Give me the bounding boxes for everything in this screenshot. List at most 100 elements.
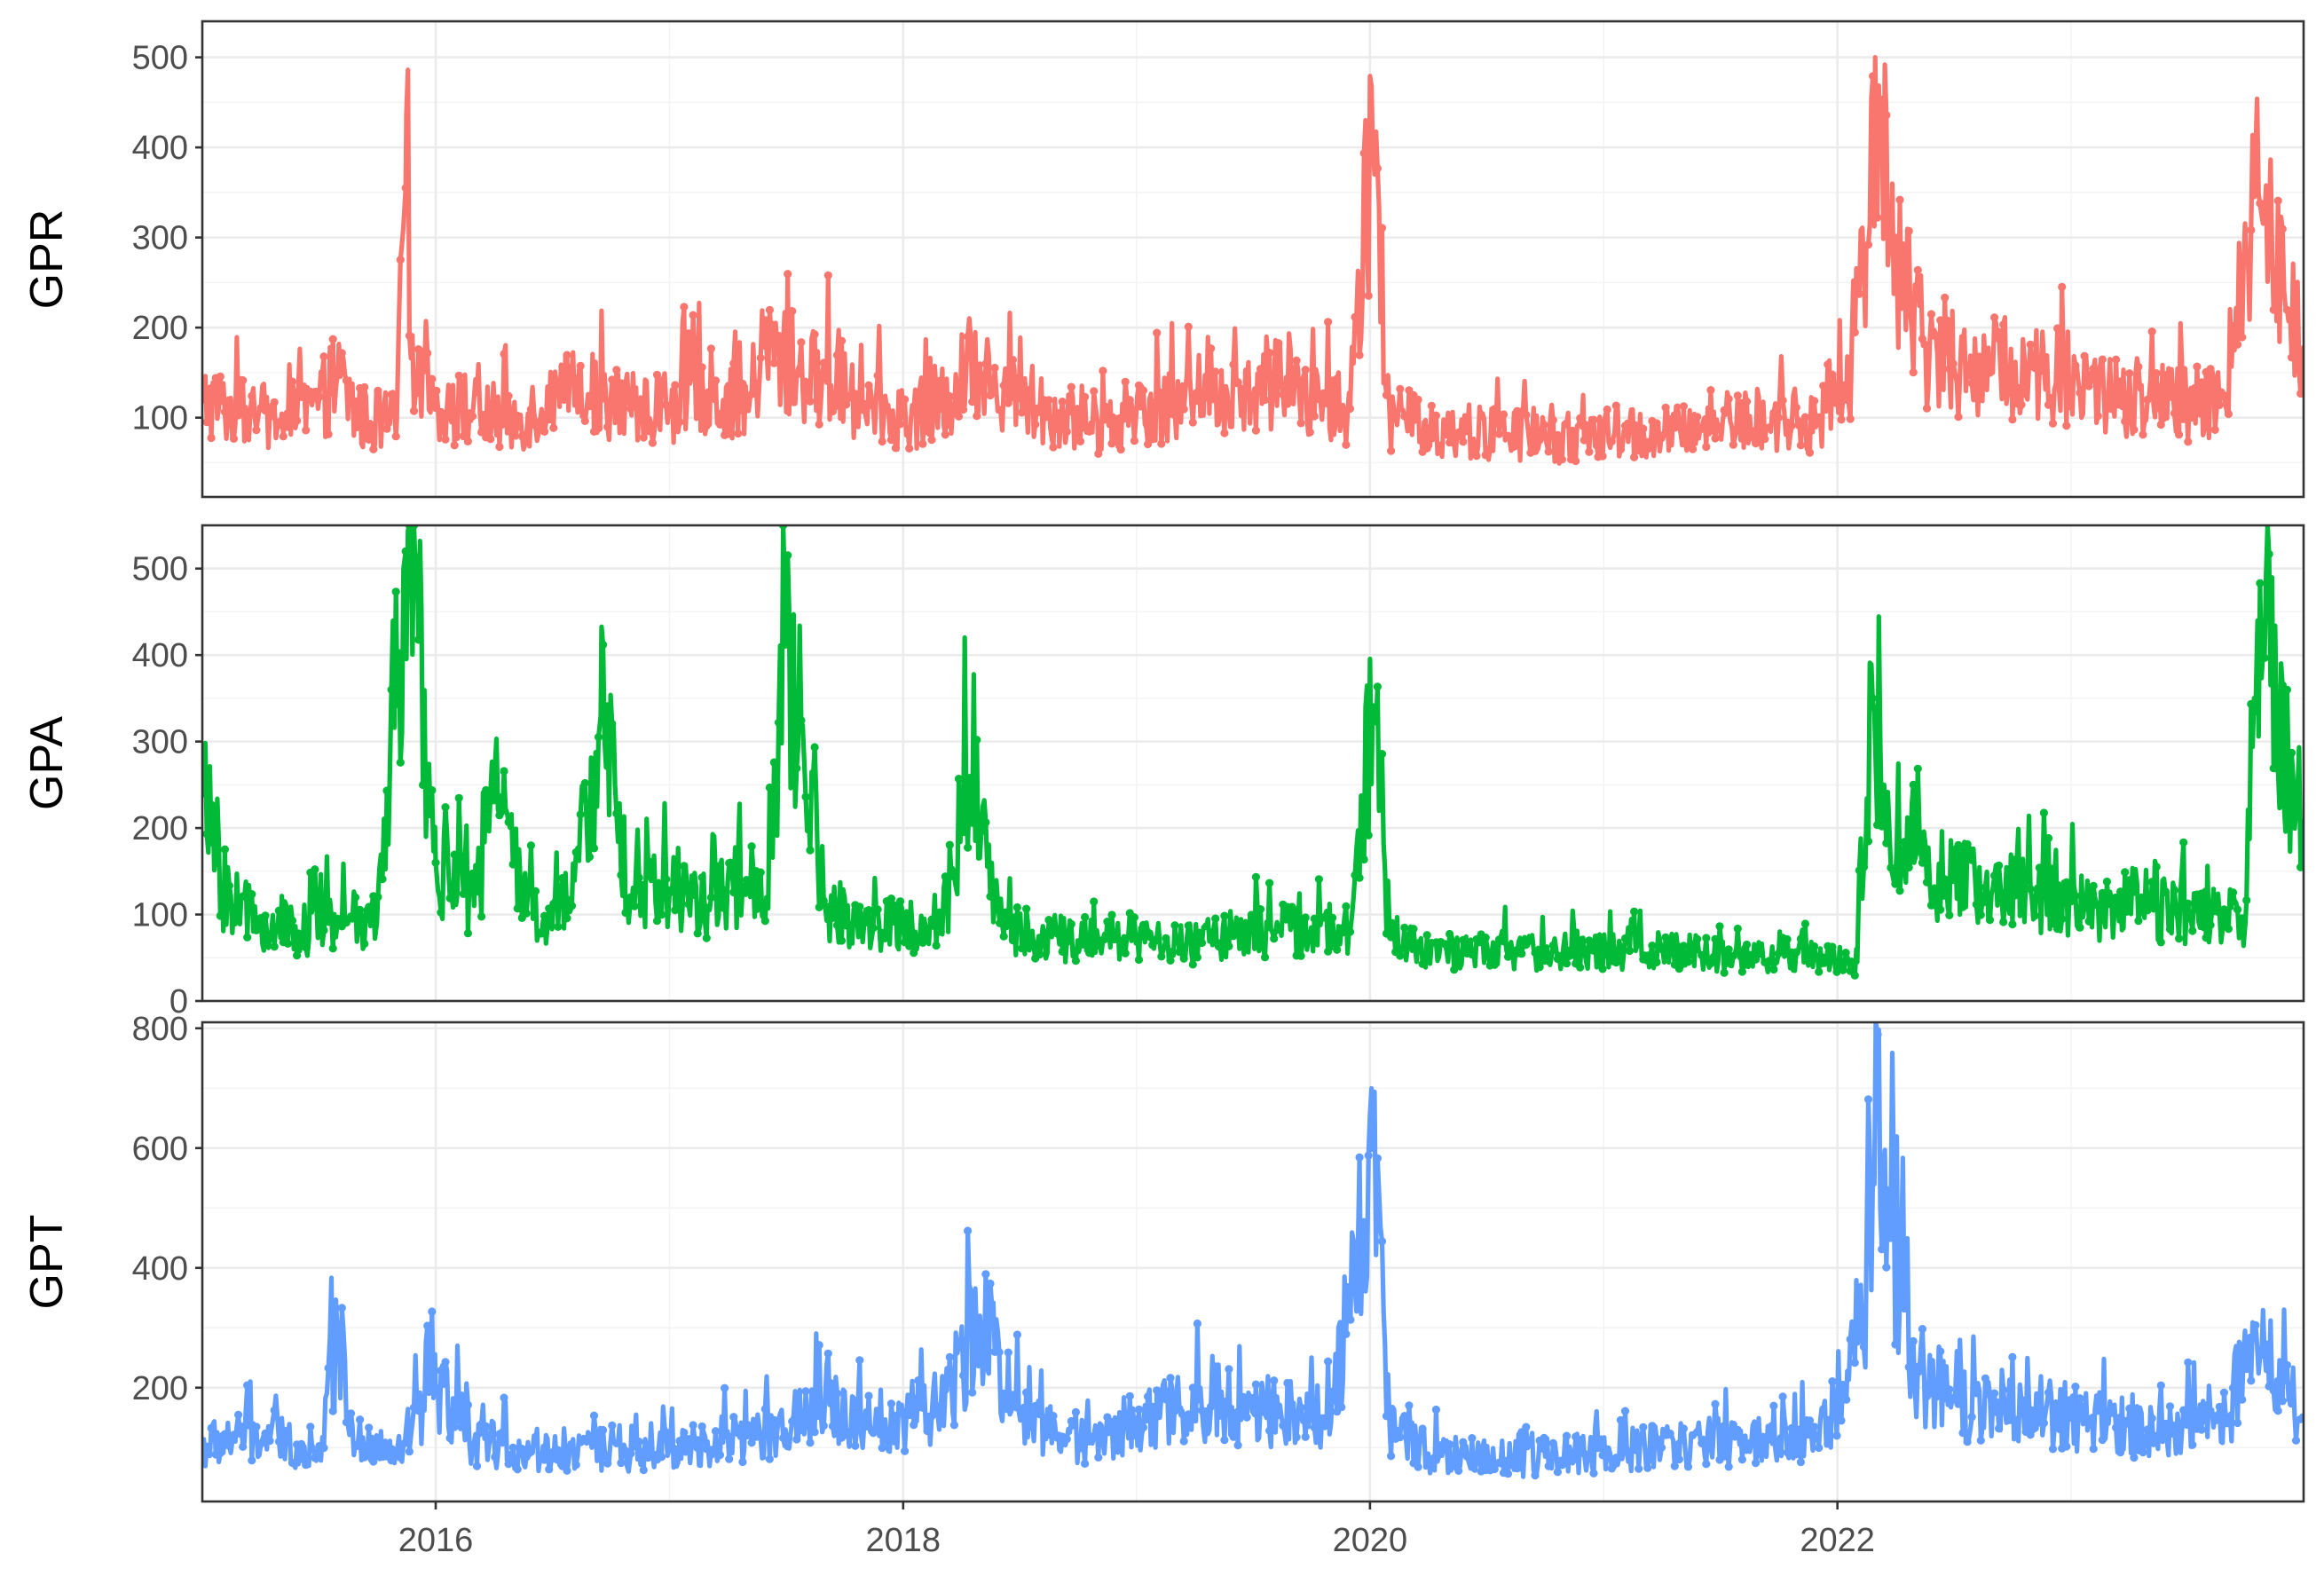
data-point <box>1446 1440 1454 1449</box>
data-point <box>954 775 964 784</box>
data-point <box>2093 412 2102 421</box>
data-point <box>1887 863 1895 872</box>
data-point <box>401 184 410 193</box>
data-point <box>990 902 999 910</box>
data-point <box>1440 1446 1450 1454</box>
data-point <box>1815 967 1824 976</box>
data-point <box>2125 369 2134 378</box>
data-point <box>1368 1144 1377 1153</box>
data-point <box>396 256 405 264</box>
data-point <box>1279 1421 1288 1430</box>
data-point <box>1859 1343 1868 1352</box>
data-point <box>968 398 977 406</box>
data-point <box>2116 887 2125 896</box>
data-point <box>252 926 261 934</box>
data-point <box>1036 406 1044 414</box>
data-point <box>1666 1429 1674 1438</box>
data-point <box>1787 1423 1796 1432</box>
data-point <box>1918 1325 1926 1334</box>
data-point <box>1752 1459 1761 1468</box>
data-point <box>2215 400 2224 409</box>
data-point <box>1387 1452 1396 1461</box>
data-point <box>1220 1436 1229 1445</box>
data-point <box>445 894 454 902</box>
data-point <box>2265 549 2273 559</box>
data-point <box>1557 1461 1566 1470</box>
data-point <box>1283 1378 1292 1388</box>
data-point <box>1031 420 1040 429</box>
data-point <box>1778 396 1787 405</box>
data-point <box>2102 877 2111 887</box>
data-point <box>1251 872 1260 881</box>
data-point <box>1422 1452 1431 1462</box>
data-point <box>1607 437 1616 446</box>
data-point <box>1081 1459 1090 1468</box>
data-point <box>1387 933 1396 942</box>
data-point <box>927 915 936 924</box>
data-point <box>2165 925 2175 934</box>
data-point <box>1162 934 1170 942</box>
data-point <box>500 350 508 359</box>
data-point <box>1976 910 1985 919</box>
data-point <box>784 1442 792 1451</box>
data-point <box>1805 952 1815 961</box>
data-point <box>1620 934 1630 943</box>
data-point <box>2062 878 2071 887</box>
data-point <box>270 1406 279 1415</box>
data-point <box>432 386 441 395</box>
data-point <box>878 437 886 446</box>
data-point <box>973 736 981 745</box>
data-point <box>1207 1402 1216 1411</box>
data-point <box>2242 255 2251 264</box>
data-point <box>1815 1443 1824 1453</box>
data-point <box>765 783 775 792</box>
data-point <box>491 414 500 422</box>
data-point <box>788 738 797 747</box>
data-point <box>941 872 949 881</box>
data-point <box>1869 1168 1878 1177</box>
data-point <box>1148 435 1157 444</box>
data-point <box>248 391 256 400</box>
data-point <box>1778 1392 1787 1401</box>
data-point <box>1216 408 1225 417</box>
data-point <box>1522 410 1531 420</box>
data-point <box>1071 957 1080 965</box>
data-point <box>207 838 216 847</box>
data-point <box>1635 446 1643 455</box>
data-point <box>549 899 558 909</box>
data-point <box>823 902 832 911</box>
data-point <box>1355 351 1364 359</box>
data-point <box>1909 368 1918 377</box>
data-point <box>1913 764 1922 773</box>
data-point <box>2219 1388 2228 1397</box>
data-point <box>274 418 284 427</box>
data-point <box>2134 362 2143 371</box>
data-point <box>346 912 356 921</box>
data-point <box>1652 419 1661 428</box>
data-point <box>239 892 248 901</box>
data-point <box>311 865 319 874</box>
data-point <box>1431 1405 1440 1415</box>
series-gpr <box>202 54 2304 466</box>
data-point <box>2098 888 2107 898</box>
data-point <box>2076 923 2084 932</box>
data-point <box>634 873 643 882</box>
data-point <box>1891 879 1900 888</box>
y-axis-title: GPR <box>21 209 73 310</box>
data-point <box>1256 905 1265 914</box>
data-point <box>1648 942 1657 950</box>
data-point <box>1800 919 1809 928</box>
data-point <box>1085 427 1094 436</box>
data-point <box>1125 396 1134 405</box>
data-point <box>513 411 522 421</box>
data-point <box>252 426 261 435</box>
panels-layer: 100 200 300 400 500 GPR 0 100 200 300 400 500 GPA 200… <box>21 20 2305 1503</box>
data-point <box>949 872 958 881</box>
data-point <box>2179 1406 2188 1415</box>
data-point <box>567 1441 576 1450</box>
data-point <box>819 359 828 367</box>
data-point <box>1138 1423 1148 1432</box>
data-point <box>2247 225 2256 234</box>
data-point <box>594 1445 603 1454</box>
data-point <box>500 767 508 776</box>
